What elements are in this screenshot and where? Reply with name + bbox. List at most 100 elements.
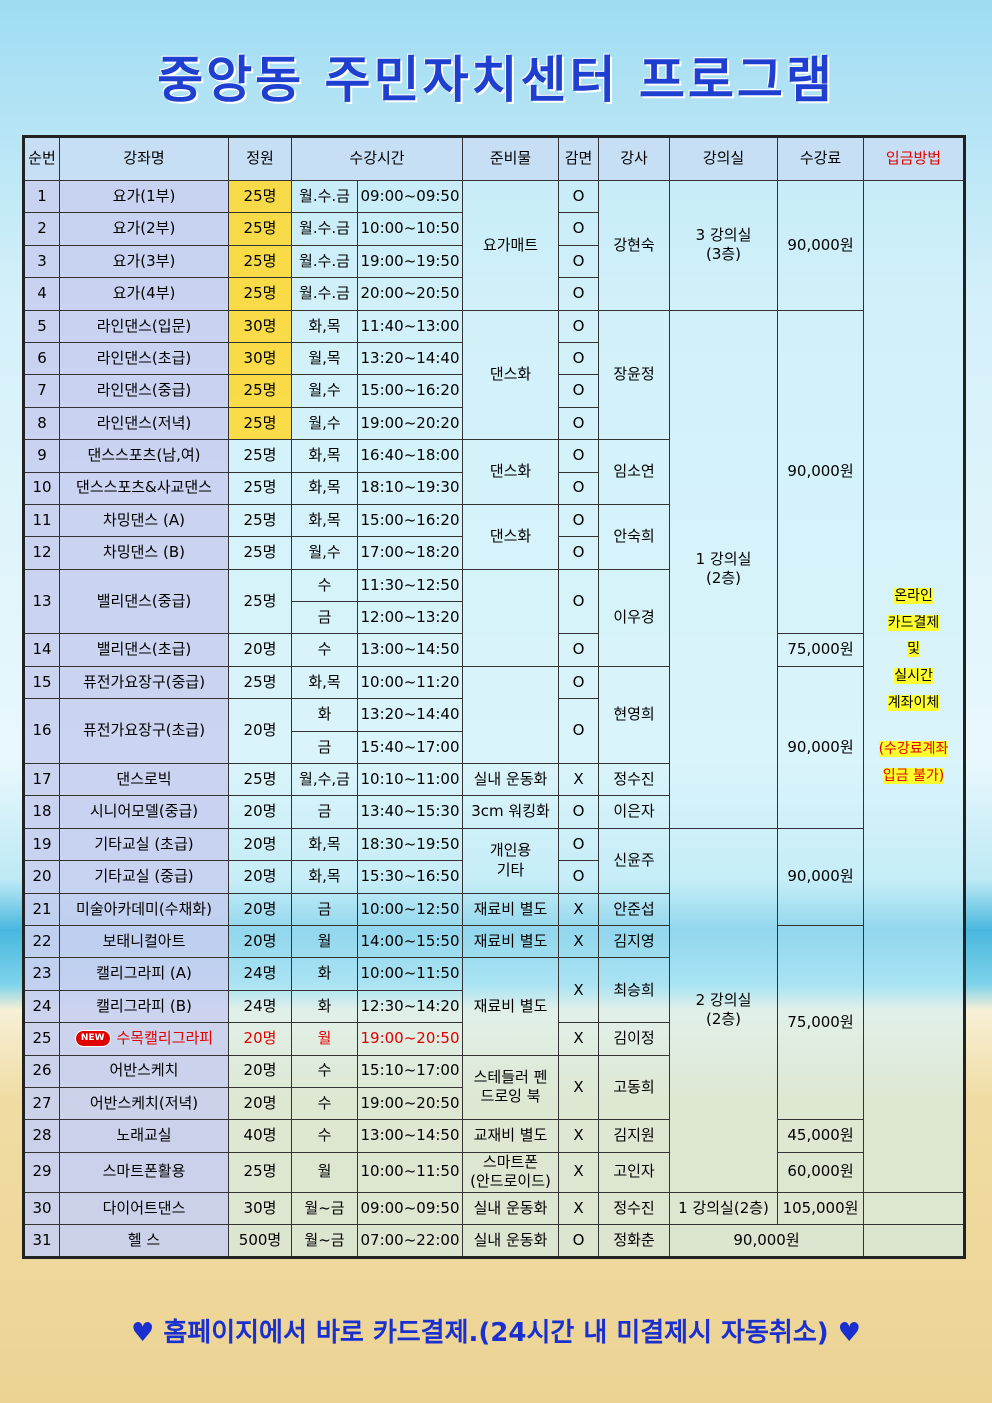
table-cell: 90,000원: [669, 1224, 865, 1258]
table-cell: 금: [291, 601, 358, 635]
empty-cell: [462, 568, 560, 667]
table-cell: 19:00~20:50: [356, 1086, 464, 1121]
table-cell: 14: [23, 633, 60, 667]
header-cell: 입금방법: [863, 136, 966, 181]
table-row: 20 기타교실 (중급) 20명 화,목 15:30~16:50 O: [23, 860, 965, 894]
table-cell: O: [558, 341, 600, 376]
table-cell: 10:00~10:50: [356, 212, 464, 246]
table-cell: 임소연: [598, 439, 671, 505]
table-cell: 24명: [228, 989, 292, 1024]
table-cell: 신윤주: [598, 827, 671, 894]
table-cell: 16:40~18:00: [356, 439, 464, 473]
table-cell: 10:00~11:50: [356, 957, 464, 991]
spacer: [864, 716, 963, 736]
table-cell: 19:00~20:50: [356, 1022, 464, 1056]
table-row: 12 차밍댄스 (B) 25명 월,수 17:00~18:20 O: [23, 536, 965, 570]
table-cell: 헬 스: [59, 1224, 229, 1258]
table-cell: 25명: [228, 568, 292, 635]
table-cell: 13:00~14:50: [356, 633, 464, 667]
table-cell: 캘리그라피 (B): [59, 989, 229, 1024]
table-cell: 교재비 별도: [462, 1119, 560, 1153]
table-cell: 실내 운동화: [462, 763, 560, 797]
table-cell: 90,000원: [777, 309, 865, 635]
table-cell: 정수진: [598, 1191, 671, 1226]
table-cell: 1: [23, 179, 60, 214]
table-cell: 19:00~20:20: [356, 406, 464, 441]
table-cell: 23: [23, 957, 60, 991]
table-cell: 월,수: [291, 536, 358, 570]
table-cell: 장윤정: [598, 309, 671, 441]
table-cell: 수: [291, 1054, 358, 1088]
table-cell: 퓨전가요장구(초급): [59, 698, 229, 765]
table-row: 22 보태니컬아트 20명 월 14:00~15:50 재료비 별도 X 김지영 75,000원: [23, 924, 965, 1121]
table-cell: 정화춘: [598, 1224, 671, 1258]
table-cell: 화,목: [291, 860, 358, 894]
table-cell: 25명: [228, 536, 292, 570]
table-row: 19 기타교실 (초급) 20명 화,목 18:30~19:50 개인용 기타 O 신윤주 2 …: [23, 827, 965, 1193]
table-cell: 11: [23, 503, 60, 538]
table-cell: 25명: [228, 277, 292, 311]
table-cell: O: [558, 665, 600, 700]
table-cell: 25명: [228, 179, 292, 214]
table-cell: 26: [23, 1054, 60, 1088]
table-cell: 25명: [228, 374, 292, 408]
table-cell: O: [558, 568, 600, 635]
table-row: 2 요가(2부) 25명 월.수.금 10:00~10:50 O: [23, 212, 965, 246]
table-cell: 09:00~09:50: [356, 1191, 464, 1226]
table-cell: 25명: [228, 503, 292, 538]
table-cell: 7: [23, 374, 60, 408]
table-cell: 월: [291, 1151, 358, 1193]
table-cell: 4: [23, 277, 60, 311]
table-cell: 안숙희: [598, 503, 671, 570]
table-cell: 라인댄스(입문): [59, 309, 229, 343]
table-cell: 현영희: [598, 665, 671, 765]
table-cell: 금: [291, 795, 358, 829]
table-cell: 20명: [228, 1054, 292, 1088]
table-cell: 월.수.금: [291, 277, 358, 311]
table-cell: 김이정: [598, 1022, 671, 1056]
table-cell: 25명: [228, 244, 292, 279]
table-row: 31 헬 스 500명 월~금 07:00~22:00 실내 운동화 O 정화춘 90,000원: [23, 1224, 966, 1258]
table-cell: O: [558, 503, 600, 538]
table-row: 1 요가(1부) 25명 월.수.금 09:00~09:50 요가매트 O 강현숙 3 강의실 …: [23, 179, 966, 1193]
table-row: 7 라인댄스(중급) 25명 월,수 15:00~16:20 O: [23, 374, 965, 408]
table-cell: 13:00~14:50: [356, 1119, 464, 1153]
table-cell: 17: [23, 763, 60, 797]
table-row: 금 12:00~13:20: [24, 601, 965, 635]
table-cell: 22: [23, 924, 60, 959]
table-cell: 14:00~15:50: [356, 924, 464, 959]
table-cell: 12: [23, 536, 60, 570]
table-cell: 6: [23, 341, 60, 376]
table-cell: 9: [23, 439, 60, 473]
table-cell: O: [558, 309, 600, 343]
table-cell: 3 강의실 (3층): [669, 180, 779, 311]
header-cell: 강좌명: [59, 136, 229, 181]
table-row: 15 퓨전가요장구(중급) 25명 화,목 10:00~11:20 O 현영희 90,000원: [23, 665, 965, 829]
header-cell: 감면: [558, 136, 600, 181]
table-row: 26 어반스케치 20명 수 15:10~17:00 스테들러 펜 드로잉 북 X 고동희: [23, 1054, 965, 1121]
table-cell: 15: [23, 665, 60, 700]
table-cell: 밸리댄스(초급): [59, 633, 229, 667]
table-cell: O: [558, 860, 600, 894]
header-cell: 수강료: [777, 136, 865, 181]
table-row: 10 댄스스포츠&사교댄스 25명 화,목 18:10~19:30 O: [23, 471, 965, 505]
table-row: 30 다이어트댄스 30명 월~금 09:00~09:50 실내 운동화 X 정수진 1 강의실…: [23, 1191, 966, 1226]
table-row: 3 요가(3부) 25명 월.수.금 19:00~19:50 O: [23, 244, 965, 279]
table-cell: O: [558, 698, 600, 765]
table-cell: 40명: [228, 1119, 292, 1153]
table-cell: 재료비 별도: [462, 892, 560, 926]
table-row: 27 어반스케치(저녁) 20명 수 19:00~20:50: [23, 1086, 965, 1121]
table-cell: 퓨전가요장구(중급): [59, 665, 229, 700]
table-cell: 20명: [228, 924, 292, 959]
table-cell: 29: [23, 1151, 60, 1193]
table-cell: O: [558, 406, 600, 441]
table-cell: 화,목: [291, 827, 358, 862]
table-cell: 재료비 별도: [462, 957, 560, 1056]
table-cell: 25: [23, 1022, 60, 1056]
table-cell: O: [558, 633, 600, 667]
table-cell: O: [558, 179, 600, 214]
table-cell: 1 강의실 (2층): [669, 309, 779, 829]
payment-method: 온라인 카드결제 및 실시간 계좌이체: [887, 588, 940, 711]
table-cell: O: [558, 212, 600, 246]
table-cell: X: [558, 1191, 600, 1226]
